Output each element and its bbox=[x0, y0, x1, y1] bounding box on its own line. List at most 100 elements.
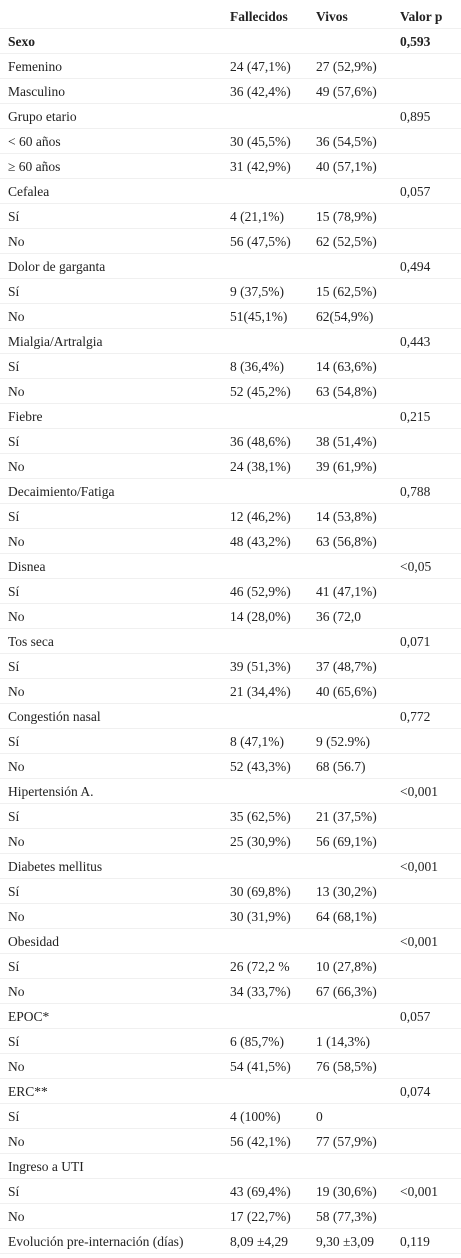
table-row: No 30 (31,9%) 64 (68,1%) bbox=[0, 904, 461, 929]
fallecidos-cell: 21 (34,4%) bbox=[230, 684, 291, 699]
row-label: Decaimiento/Fatiga bbox=[8, 484, 115, 499]
vivos-cell: 14 (63,6%) bbox=[316, 359, 377, 374]
table-row: Sí 46 (52,9%) 41 (47,1%) bbox=[0, 579, 461, 604]
row-label: ≥ 60 años bbox=[8, 159, 61, 174]
fallecidos-cell: 43 (69,4%) bbox=[230, 1184, 291, 1199]
p-value-cell: 0,215 bbox=[400, 409, 431, 424]
row-label: No bbox=[8, 909, 25, 924]
vivos-cell: 49 (57,6%) bbox=[316, 84, 377, 99]
row-label: Sí bbox=[8, 1109, 20, 1124]
fallecidos-cell: 34 (33,7%) bbox=[230, 984, 291, 999]
table-row: Evolución pre-internación (días) 8,09 ±4,… bbox=[0, 1229, 461, 1254]
table-row: No 34 (33,7%) 67 (66,3%) bbox=[0, 979, 461, 1004]
row-label: < 60 años bbox=[8, 134, 61, 149]
row-label: Ingreso a UTI bbox=[8, 1159, 84, 1174]
row-label: Sí bbox=[8, 959, 20, 974]
row-label: Obesidad bbox=[8, 934, 59, 949]
vivos-cell: 0 bbox=[316, 1109, 323, 1124]
table-row: Sí 26 (72,2 % 10 (27,8%) bbox=[0, 954, 461, 979]
table-row: Tos seca 0,071 bbox=[0, 629, 461, 654]
table-row: No 52 (43,3%) 68 (56.7) bbox=[0, 754, 461, 779]
table-row: Decaimiento/Fatiga 0,788 bbox=[0, 479, 461, 504]
fallecidos-cell: 4 (21,1%) bbox=[230, 209, 284, 224]
header-row: Fallecidos Vivos Valor p bbox=[0, 4, 461, 29]
vivos-cell: 19 (30,6%) bbox=[316, 1184, 377, 1199]
vivos-cell: 36 (72,0 bbox=[316, 609, 361, 624]
table-row: Sí 4 (100%) 0 bbox=[0, 1104, 461, 1129]
p-value-cell: 0,071 bbox=[400, 634, 431, 649]
fallecidos-cell: 8,09 ±4,29 bbox=[230, 1234, 289, 1249]
row-label: Sí bbox=[8, 584, 20, 599]
fallecidos-cell: 30 (45,5%) bbox=[230, 134, 291, 149]
p-value-cell: 0,788 bbox=[400, 484, 431, 499]
fallecidos-cell: 30 (31,9%) bbox=[230, 909, 291, 924]
row-label: No bbox=[8, 309, 25, 324]
row-label: No bbox=[8, 1059, 25, 1074]
table-row: Sí 12 (46,2%) 14 (53,8%) bbox=[0, 504, 461, 529]
table-row: Congestión nasal 0,772 bbox=[0, 704, 461, 729]
p-value-cell: 0,895 bbox=[400, 109, 431, 124]
table-row: Sí 6 (85,7%) 1 (14,3%) bbox=[0, 1029, 461, 1054]
row-label: No bbox=[8, 759, 25, 774]
vivos-cell: 9 (52.9%) bbox=[316, 734, 370, 749]
column-header: Fallecidos bbox=[230, 9, 288, 24]
table-row: < 60 años 30 (45,5%) 36 (54,5%) bbox=[0, 129, 461, 154]
table-row: Ingreso a UTI bbox=[0, 1154, 461, 1179]
p-value-cell: <0,001 bbox=[400, 1184, 438, 1199]
fallecidos-cell: 17 (22,7%) bbox=[230, 1209, 291, 1224]
row-label: Sí bbox=[8, 884, 20, 899]
vivos-cell: 40 (57,1%) bbox=[316, 159, 377, 174]
p-value-cell: <0,05 bbox=[400, 559, 432, 574]
p-value-cell: 0,593 bbox=[400, 34, 431, 49]
table-row: Mialgia/Artralgia 0,443 bbox=[0, 329, 461, 354]
fallecidos-cell: 52 (45,2%) bbox=[230, 384, 291, 399]
vivos-cell: 58 (77,3%) bbox=[316, 1209, 377, 1224]
fallecidos-cell: 51(45,1%) bbox=[230, 309, 288, 324]
fallecidos-cell: 48 (43,2%) bbox=[230, 534, 291, 549]
fallecidos-cell: 8 (36,4%) bbox=[230, 359, 284, 374]
column-header: Valor p bbox=[400, 9, 443, 24]
table-row: Fiebre 0,215 bbox=[0, 404, 461, 429]
table-row: ERC** 0,074 bbox=[0, 1079, 461, 1104]
fallecidos-cell: 35 (62,5%) bbox=[230, 809, 291, 824]
p-value-cell: 0,074 bbox=[400, 1084, 431, 1099]
table-row: Cefalea 0,057 bbox=[0, 179, 461, 204]
row-label: Sí bbox=[8, 509, 20, 524]
fallecidos-cell: 39 (51,3%) bbox=[230, 659, 291, 674]
table-row: Dolor de garganta 0,494 bbox=[0, 254, 461, 279]
p-value-cell: 0,494 bbox=[400, 259, 431, 274]
vivos-cell: 10 (27,8%) bbox=[316, 959, 377, 974]
vivos-cell: 62(54,9%) bbox=[316, 309, 374, 324]
vivos-cell: 37 (48,7%) bbox=[316, 659, 377, 674]
fallecidos-cell: 31 (42,9%) bbox=[230, 159, 291, 174]
vivos-cell: 56 (69,1%) bbox=[316, 834, 377, 849]
table-row: No 56 (42,1%) 77 (57,9%) bbox=[0, 1129, 461, 1154]
table-row: EPOC* 0,057 bbox=[0, 1004, 461, 1029]
table-row: Femenino 24 (47,1%) 27 (52,9%) bbox=[0, 54, 461, 79]
row-label: ERC** bbox=[8, 1084, 48, 1099]
table-row: No 48 (43,2%) 63 (56,8%) bbox=[0, 529, 461, 554]
vivos-cell: 13 (30,2%) bbox=[316, 884, 377, 899]
vivos-cell: 21 (37,5%) bbox=[316, 809, 377, 824]
table-row: Sexo 0,593 bbox=[0, 29, 461, 54]
table-row: Obesidad <0,001 bbox=[0, 929, 461, 954]
table-row: Diabetes mellitus <0,001 bbox=[0, 854, 461, 879]
vivos-cell: 77 (57,9%) bbox=[316, 1134, 377, 1149]
row-label: Evolución pre-internación (días) bbox=[8, 1234, 184, 1249]
table-row: Disnea <0,05 bbox=[0, 554, 461, 579]
vivos-cell: 64 (68,1%) bbox=[316, 909, 377, 924]
table-row: Hipertensión A. <0,001 bbox=[0, 779, 461, 804]
row-label: No bbox=[8, 234, 25, 249]
vivos-cell: 62 (52,5%) bbox=[316, 234, 377, 249]
row-label: EPOC* bbox=[8, 1009, 50, 1024]
table-row: Masculino 36 (42,4%) 49 (57,6%) bbox=[0, 79, 461, 104]
vivos-cell: 76 (58,5%) bbox=[316, 1059, 377, 1074]
p-value-cell: <0,001 bbox=[400, 934, 438, 949]
table-row: Grupo etario 0,895 bbox=[0, 104, 461, 129]
fallecidos-cell: 36 (48,6%) bbox=[230, 434, 291, 449]
fallecidos-cell: 56 (47,5%) bbox=[230, 234, 291, 249]
vivos-cell: 27 (52,9%) bbox=[316, 59, 377, 74]
vivos-cell: 36 (54,5%) bbox=[316, 134, 377, 149]
row-label: Masculino bbox=[8, 84, 65, 99]
